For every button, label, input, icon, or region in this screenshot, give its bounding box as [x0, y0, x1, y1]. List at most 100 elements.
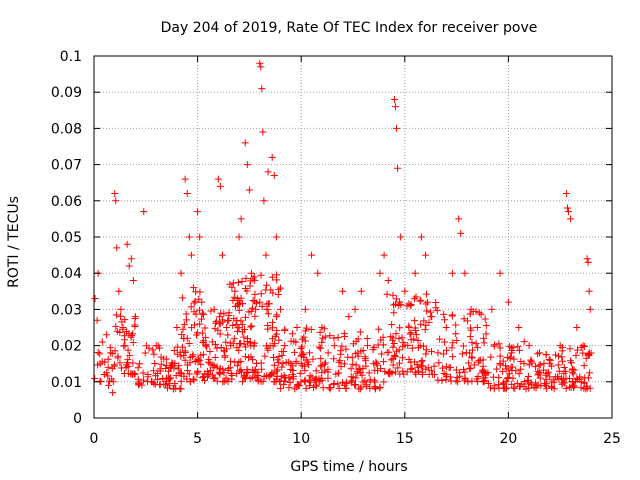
data-point-marker [359, 346, 367, 354]
data-point-marker [395, 359, 403, 367]
data-point-marker [485, 379, 493, 387]
data-point-marker [457, 229, 465, 237]
data-point-marker [555, 352, 563, 360]
data-point-marker [532, 363, 540, 371]
data-point-marker [195, 357, 203, 365]
data-point-marker [352, 337, 360, 345]
x-tick-label: 5 [193, 431, 202, 447]
data-point-marker [504, 298, 512, 306]
data-point-marker [190, 299, 198, 307]
data-point-marker [482, 322, 490, 330]
data-point-marker [216, 330, 224, 338]
data-point-marker [292, 338, 300, 346]
data-point-marker [281, 377, 289, 385]
data-point-marker [460, 315, 468, 323]
data-point-marker [418, 368, 426, 376]
data-point-marker [200, 377, 208, 385]
data-point-marker [278, 351, 286, 359]
data-point-marker [422, 346, 430, 354]
data-point-marker [477, 310, 485, 318]
data-point-marker [211, 340, 219, 348]
data-point-marker [241, 353, 249, 361]
data-point-marker [425, 371, 433, 379]
data-point-marker [248, 322, 256, 330]
data-point-marker [583, 255, 591, 263]
data-point-marker [264, 310, 272, 318]
data-point-marker [495, 384, 503, 392]
data-point-marker [111, 347, 119, 355]
data-point-marker [313, 381, 321, 389]
data-point-marker [226, 364, 234, 372]
data-point-marker [366, 384, 374, 392]
data-point-marker [389, 361, 397, 369]
data-point-marker [196, 320, 204, 328]
data-point-marker [174, 365, 182, 373]
data-point-marker [405, 356, 413, 364]
data-point-marker [178, 370, 186, 378]
data-point-marker [579, 342, 587, 350]
x-tick-label: 20 [499, 431, 517, 447]
data-point-marker [297, 351, 305, 359]
data-point-marker [490, 385, 498, 393]
data-point-marker [234, 301, 242, 309]
data-point-marker [351, 381, 359, 389]
data-point-marker [363, 335, 371, 343]
data-point-marker [417, 233, 425, 241]
data-point-marker [390, 309, 398, 317]
data-point-marker [235, 324, 243, 332]
data-point-marker [104, 355, 112, 363]
data-point-marker [345, 313, 353, 321]
data-point-marker [499, 367, 507, 375]
data-point-marker [183, 190, 191, 198]
data-point-marker [94, 349, 102, 357]
data-point-marker [257, 271, 265, 279]
data-point-marker [381, 367, 389, 375]
data-point-marker [150, 350, 158, 358]
data-point-marker [120, 342, 128, 350]
data-point-marker [515, 370, 523, 378]
data-point-marker [124, 346, 132, 354]
data-point-marker [177, 369, 185, 377]
data-point-marker [395, 335, 403, 343]
data-point-marker [173, 324, 181, 331]
data-point-marker [245, 308, 253, 316]
data-point-marker [154, 376, 162, 384]
data-point-marker [229, 296, 237, 304]
data-point-marker [273, 313, 281, 321]
data-point-marker [306, 349, 314, 357]
data-point-marker [235, 233, 243, 241]
data-point-marker [473, 324, 481, 331]
data-point-marker [462, 349, 470, 357]
data-point-marker [260, 197, 268, 205]
data-point-marker [208, 371, 216, 379]
data-point-marker [556, 342, 564, 350]
data-point-marker [230, 293, 238, 301]
data-point-marker [227, 342, 235, 350]
data-point-marker [391, 103, 399, 111]
data-point-marker [348, 377, 356, 385]
data-point-marker [418, 357, 426, 365]
data-point-marker [582, 354, 590, 362]
data-point-marker [390, 95, 398, 103]
data-point-marker [152, 342, 160, 350]
data-point-marker [535, 370, 543, 378]
data-point-marker [169, 360, 177, 368]
data-point-marker [223, 324, 231, 331]
data-point-marker [361, 377, 369, 385]
data-point-marker [407, 301, 415, 309]
data-point-marker [452, 321, 460, 329]
data-point-marker [275, 336, 283, 344]
data-point-marker [543, 369, 551, 377]
data-point-marker [210, 375, 218, 383]
data-point-marker [318, 368, 326, 376]
data-point-marker [211, 325, 219, 333]
data-point-marker [181, 356, 189, 364]
data-point-marker [206, 360, 214, 368]
data-point-marker [240, 373, 248, 381]
data-point-marker [577, 343, 585, 351]
data-point-marker [380, 251, 388, 259]
data-point-marker [257, 290, 265, 298]
data-point-marker [584, 350, 592, 358]
data-point-marker [525, 342, 533, 350]
data-point-marker [581, 374, 589, 382]
